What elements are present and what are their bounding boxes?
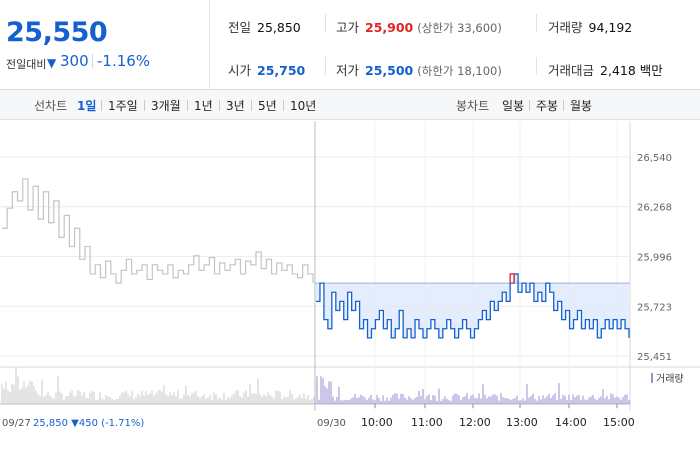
high-price: 고가 25,900 (상한가 33,600) bbox=[336, 20, 502, 35]
above-prev-close-segment bbox=[509, 273, 515, 284]
divider bbox=[536, 57, 537, 75]
tab-daily-candle[interactable]: 일봉 bbox=[502, 99, 525, 113]
change-percent: -1.16% bbox=[97, 52, 151, 70]
tab-3y[interactable]: 3년 bbox=[226, 99, 245, 113]
volume-legend-swatch bbox=[651, 373, 653, 383]
current-price: 25,550 bbox=[6, 17, 108, 48]
tab-divider bbox=[283, 100, 284, 111]
tab-weekly-candle[interactable]: 주봉 bbox=[536, 99, 559, 113]
divider bbox=[536, 14, 537, 32]
volume: 거래량 94,192 bbox=[548, 20, 633, 35]
tab-divider bbox=[529, 100, 530, 111]
lower-limit: (하한가 18,100) bbox=[417, 64, 502, 78]
tab-divider bbox=[101, 100, 102, 111]
x-tick-label: 13:00 bbox=[506, 416, 538, 429]
previous-day-line bbox=[2, 178, 314, 284]
previous-day-summary: 25,850 ▼450 (-1.71%) bbox=[33, 418, 144, 429]
y-tick-label: 25,723 bbox=[637, 302, 672, 313]
tab-divider bbox=[187, 100, 188, 111]
volume-value: 94,192 bbox=[588, 20, 633, 35]
low-price: 저가 25,500 (하한가 18,100) bbox=[336, 63, 502, 78]
prev-close: 전일 25,850 bbox=[228, 20, 301, 35]
chart-grid bbox=[0, 121, 700, 411]
change-label: 전일대비 bbox=[6, 58, 47, 71]
today-date: 09/30 bbox=[317, 418, 346, 429]
down-arrow-icon: ▼ bbox=[47, 56, 57, 70]
open-price-value: 25,750 bbox=[257, 63, 306, 78]
tab-10y[interactable]: 10년 bbox=[290, 99, 317, 113]
x-tick-label: 11:00 bbox=[411, 416, 443, 429]
price-box: 25,550 전일대비 ▼ 300 -1.16% bbox=[0, 0, 210, 90]
x-tick-label: 15:00 bbox=[603, 416, 635, 429]
change-divider bbox=[92, 54, 93, 68]
y-tick-label: 25,451 bbox=[637, 352, 672, 363]
tab-divider bbox=[563, 100, 564, 111]
axis-labels: 26,540 26,268 25,996 25,723 25,451 10:00 11:00… bbox=[317, 153, 672, 429]
volume-legend-label: 거래량 bbox=[656, 373, 684, 385]
tab-3m[interactable]: 3개월 bbox=[151, 99, 181, 113]
volume-bars bbox=[1, 366, 630, 404]
trade-amount: 거래대금 2,418 백만 bbox=[548, 63, 663, 78]
low-price-value: 25,500 bbox=[365, 63, 414, 78]
tab-1d[interactable]: 1일 bbox=[77, 99, 97, 113]
tab-monthly-candle[interactable]: 월봉 bbox=[570, 99, 593, 113]
tab-divider bbox=[219, 100, 220, 111]
previous-day-date: 09/27 bbox=[2, 418, 31, 429]
divider bbox=[325, 14, 326, 32]
x-tick-label: 10:00 bbox=[361, 416, 393, 429]
x-tick-label: 12:00 bbox=[459, 416, 491, 429]
prev-close-value: 25,850 bbox=[257, 20, 301, 35]
today-fill-area bbox=[316, 273, 629, 338]
x-tick-label: 14:00 bbox=[555, 416, 587, 429]
change-value: 300 bbox=[60, 52, 89, 70]
tab-5y[interactable]: 5년 bbox=[258, 99, 277, 113]
summary-panel: 25,550 전일대비 ▼ 300 -1.16% 전일 25,850 시가 25,7… bbox=[0, 0, 700, 90]
today-price-line bbox=[316, 273, 630, 339]
candle-chart-title: 봉차트 bbox=[456, 99, 490, 113]
y-tick-label: 25,996 bbox=[637, 252, 672, 263]
divider bbox=[325, 57, 326, 75]
y-tick-label: 26,268 bbox=[637, 203, 672, 214]
high-price-value: 25,900 bbox=[365, 20, 414, 35]
tab-divider bbox=[144, 100, 145, 111]
intraday-price-chart: 26,540 26,268 25,996 25,723 25,451 10:00 11:00… bbox=[0, 121, 700, 429]
tab-1w[interactable]: 1주일 bbox=[108, 99, 138, 113]
tab-divider bbox=[251, 100, 252, 111]
period-tab-bar bbox=[0, 90, 700, 120]
y-tick-label: 26,540 bbox=[637, 153, 672, 164]
open-price: 시가 25,750 bbox=[228, 63, 306, 78]
trade-amount-value: 2,418 백만 bbox=[600, 63, 663, 78]
tab-1y[interactable]: 1년 bbox=[194, 99, 213, 113]
line-chart-title: 선차트 bbox=[34, 99, 68, 113]
price-lines bbox=[2, 178, 630, 339]
upper-limit: (상한가 33,600) bbox=[417, 21, 502, 35]
